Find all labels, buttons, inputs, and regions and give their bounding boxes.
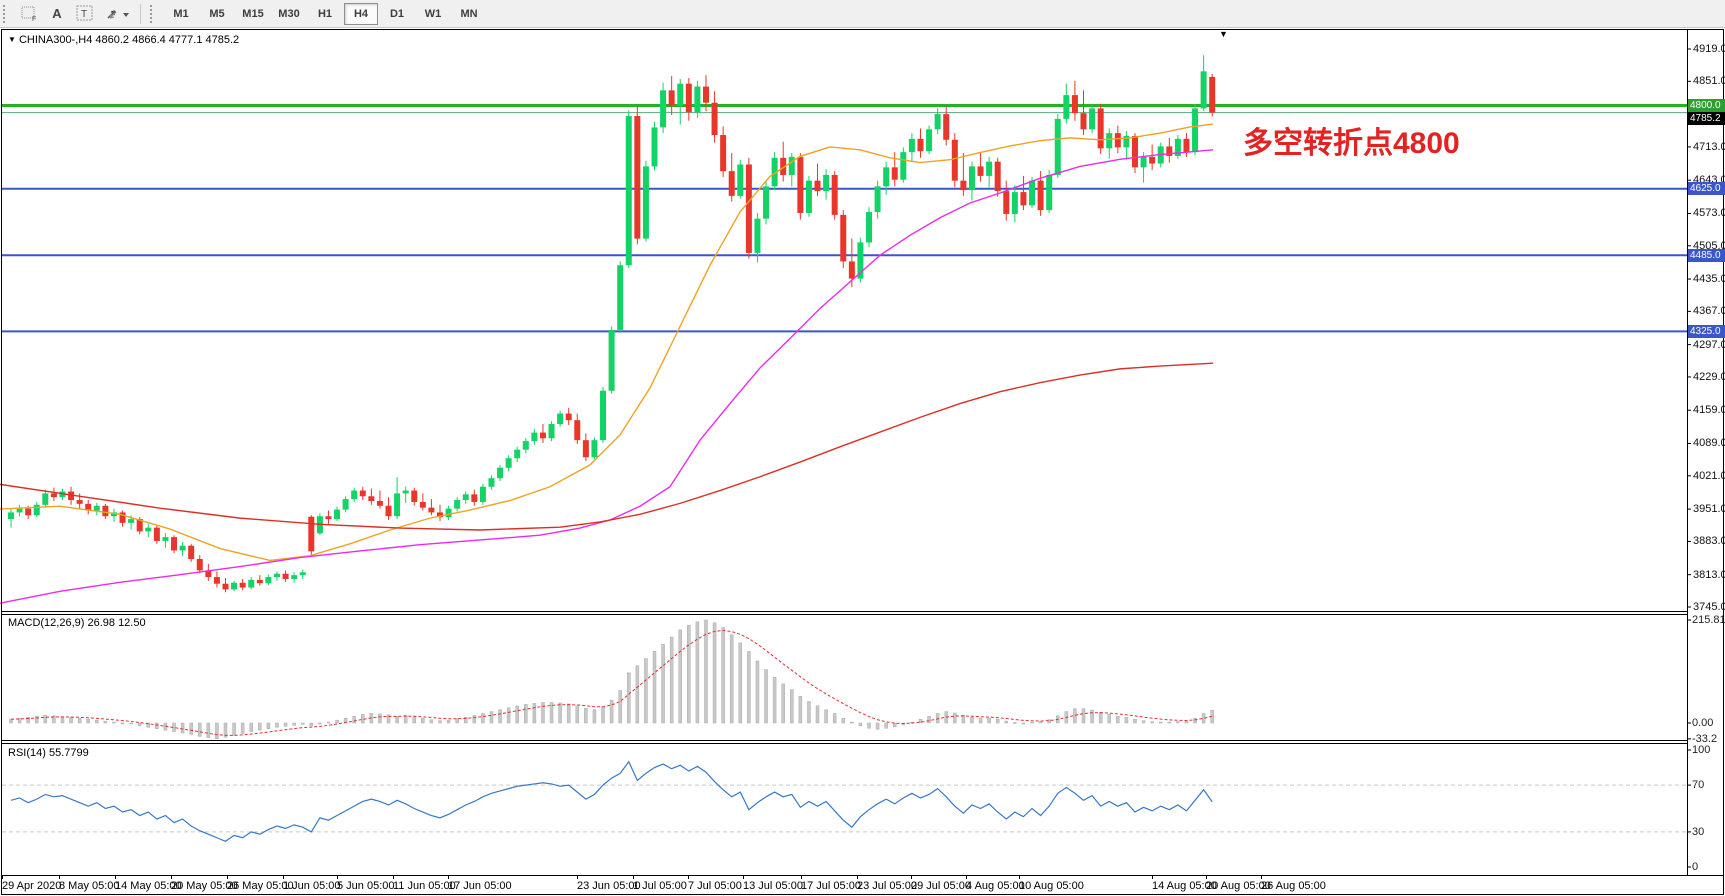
price-tick-label: 4089.0 — [1693, 437, 1725, 450]
date-axis-label: 17 Jul 05:00 — [801, 880, 861, 892]
timeframe-button-m1[interactable]: M1 — [173, 7, 189, 20]
date-axis-label: 11 Jun 05:00 — [393, 880, 456, 892]
date-axis-label: 29 Apr 2020 — [2, 880, 62, 892]
chart-shift-marker-icon[interactable]: ▼ — [1219, 29, 1228, 39]
macd-axis-label: 0.00 — [1692, 717, 1714, 729]
price-tick-label: 3883.0 — [1693, 535, 1725, 548]
chart-window[interactable]: ▼ CHINA300-,H4 4860.2 4866.4 4777.1 4785… — [0, 28, 1725, 896]
price-tick-label: 4919.0 — [1693, 43, 1725, 55]
text-t-icon: T — [76, 5, 93, 21]
timeframe-button-m5[interactable]: M5 — [209, 7, 225, 20]
date-axis-label: 23 Jun 05:00 — [577, 880, 641, 892]
date-axis-label: 4 Aug 05:00 — [966, 880, 1025, 892]
price-level-tag: 4485.0 — [1688, 248, 1725, 262]
arrows-tool-button[interactable] — [100, 2, 134, 26]
date-axis-label: 17 Jun 05:00 — [448, 880, 512, 892]
rsi-axis-label: 70 — [1692, 779, 1705, 792]
rsi-axis-label: 100 — [1692, 744, 1711, 756]
date-axis-label: 14 May 05:00 — [115, 880, 182, 892]
price-tick-label: 4713.0 — [1693, 140, 1725, 153]
timeframe-button-w1[interactable]: W1 — [424, 7, 442, 20]
chart-annotation-text: 多空转折点4800 — [1243, 127, 1460, 160]
date-axis-label: 23 Jul 05:00 — [857, 880, 917, 892]
toolbar-grip-2[interactable] — [150, 4, 157, 23]
macd-indicator-label: MACD(12,26,9) 26.98 12.50 — [8, 617, 146, 629]
date-axis-label: 13 Jul 05:00 — [743, 880, 803, 892]
date-axis-label: 26 May 05:00 — [227, 880, 294, 892]
price-level-tag: 4625.0 — [1688, 182, 1725, 196]
chart-symbol-period: CHINA300-,H4 — [18, 34, 93, 46]
font-a-button[interactable]: A — [44, 2, 70, 26]
toolbar-grip[interactable] — [3, 4, 10, 23]
date-axis-label: 14 Aug 05:00 — [1152, 880, 1217, 892]
rsi-value: 55.7799 — [48, 747, 89, 759]
price-tick-label: 4367.0 — [1693, 305, 1725, 318]
timeframe-button-m30[interactable]: M30 — [278, 7, 300, 20]
a-icon: A — [52, 6, 62, 21]
price-tick-label: 4851.0 — [1693, 75, 1725, 88]
macd-axis-label: -33.2 — [1692, 732, 1718, 745]
date-axis-label: 1 Jul 05:00 — [633, 880, 687, 892]
date-axis-label: 20 May 05:00 — [171, 880, 238, 892]
toolbar: F A T M1 M5 M15 M30 H1 H4 D1 W1 MN — [0, 0, 1725, 28]
rsi-axis-label: 0 — [1692, 861, 1699, 873]
date-axis-label: 29 Jul 05:00 — [911, 880, 971, 892]
chart-ohlc-values: 4860.2 4866.4 4777.1 4785.2 — [95, 34, 240, 46]
macd-axis-label: 215.81 — [1692, 614, 1725, 626]
current-price-tag: 4785.2 — [1688, 112, 1725, 126]
dotted-grid-icon: F — [21, 6, 36, 22]
date-axis-label: 5 Jun 05:00 — [337, 880, 395, 892]
date-axis-label: 8 May 05:00 — [59, 880, 120, 892]
macd-values: 26.98 12.50 — [87, 617, 146, 629]
rsi-indicator-label: RSI(14) 55.7799 — [8, 747, 89, 759]
timeframe-button-mn[interactable]: MN — [460, 7, 478, 20]
price-tick-label: 4435.0 — [1693, 273, 1725, 286]
price-tick-label: 4021.0 — [1693, 469, 1725, 482]
f-glyph: F — [32, 16, 36, 22]
price-tick-label: 3813.0 — [1693, 568, 1725, 581]
price-tick-label: 4297.0 — [1693, 338, 1725, 351]
date-axis-label: 26 Aug 05:00 — [1261, 880, 1326, 892]
chart-title: ▼ CHINA300-,H4 4860.2 4866.4 4777.1 4785… — [8, 34, 239, 46]
macd-name: MACD(12,26,9) — [8, 617, 85, 629]
price-tick-label: 4573.0 — [1693, 207, 1725, 220]
price-tick-label: 4229.0 — [1693, 370, 1725, 383]
date-axis-label: 20 Aug 05:00 — [1206, 880, 1271, 892]
price-tick-label: 3745.0 — [1693, 601, 1725, 613]
date-axis-label: 7 Jul 05:00 — [688, 880, 742, 892]
price-tick-label: 3951.0 — [1693, 503, 1725, 516]
price-level-tag: 4800.0 — [1688, 99, 1725, 113]
timeframe-button-h1[interactable]: H1 — [317, 7, 333, 20]
toolbar-separator — [140, 3, 141, 24]
price-level-tag: 4325.0 — [1688, 324, 1725, 338]
timeframe-button-h4[interactable]: H4 — [344, 2, 378, 25]
text-label-button[interactable]: T — [72, 2, 98, 26]
timeframe-button-m15[interactable]: M15 — [242, 7, 264, 20]
date-axis-label: 1 Jun 05:00 — [283, 880, 341, 892]
timeframe-button-d1[interactable]: D1 — [389, 7, 405, 20]
svg-text:T: T — [81, 9, 87, 20]
template-f-icon[interactable]: F — [16, 2, 42, 26]
chart-dropdown-icon[interactable]: ▼ — [8, 35, 16, 44]
timeframe-group: M1 M5 M15 M30 H1 H4 D1 W1 MN — [163, 2, 487, 25]
rsi-name: RSI(14) — [8, 747, 46, 759]
date-axis-label: 10 Aug 05:00 — [1019, 880, 1084, 892]
arrows-icon — [107, 9, 129, 19]
price-tick-label: 4159.0 — [1693, 404, 1725, 417]
rsi-axis-label: 30 — [1692, 825, 1705, 838]
